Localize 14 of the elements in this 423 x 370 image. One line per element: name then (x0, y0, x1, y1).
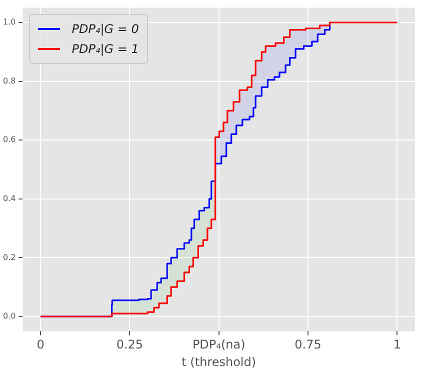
legend-label: PDP₄|G = 0 (72, 22, 139, 36)
x-tick-label: 0 (36, 338, 44, 352)
x-tick-label: PDP₄(na) (192, 338, 246, 352)
y-tick-label: 0.8 (2, 76, 16, 86)
y-tick-label: 1.0 (2, 18, 16, 27)
x-tick-label: 0.25 (116, 338, 144, 352)
legend-label: PDP₄|G = 1 (72, 42, 139, 56)
x-axis-title: t (threshold) (182, 354, 256, 369)
y-tick-label: 0.6 (2, 135, 16, 144)
y-tick-label: 0.4 (2, 194, 16, 203)
x-tick-label: 0.75 (294, 338, 322, 352)
y-tick-label: 0.0 (2, 312, 16, 321)
x-tick-label: 1 (393, 338, 401, 352)
y-tick-label: 0.2 (2, 252, 16, 262)
